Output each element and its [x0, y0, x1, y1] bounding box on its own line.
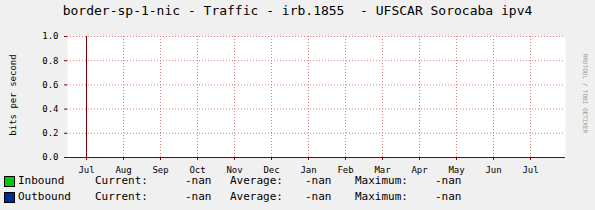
html-text:-nan: -nan	[305, 190, 332, 203]
svg-text:Jan: Jan	[300, 165, 316, 175]
html-text:bits per second: bits per second	[8, 54, 18, 136]
svg-text:Mar: Mar	[374, 165, 391, 175]
svg-text:Feb: Feb	[337, 165, 353, 175]
html-text:Maximum:: Maximum:	[355, 190, 408, 203]
svg-text:1.0: 1.0	[42, 31, 58, 41]
html-text:Average:: Average:	[230, 190, 283, 203]
html-text:-nan: -nan	[185, 190, 212, 203]
svg-text:Oct: Oct	[189, 165, 205, 175]
svg-text:0.4: 0.4	[42, 104, 58, 114]
svg-text:Jul: Jul	[522, 165, 538, 175]
svg-text:Aug: Aug	[115, 165, 131, 175]
html-text:Current:: Current:	[95, 190, 148, 203]
svg-text:0.8: 0.8	[42, 56, 58, 66]
html-text:Current:: Current:	[95, 174, 148, 187]
html-text:RRDTOOL / TOBI OETIKER: RRDTOOL / TOBI OETIKER	[581, 53, 589, 134]
html-text:border-sp-1-nic - Traffic - ir: border-sp-1-nic - Traffic - irb.1855 - U…	[62, 3, 533, 18]
svg-text:Jun: Jun	[485, 165, 501, 175]
html-text:-nan: -nan	[185, 174, 212, 187]
html-text:-nan: -nan	[305, 174, 332, 187]
html-text:-nan: -nan	[435, 190, 462, 203]
svg-text:Dec: Dec	[263, 165, 279, 175]
svg-text:0.2: 0.2	[42, 128, 58, 138]
html-text:Outbound: Outbound	[18, 190, 71, 203]
svg-text:Jul: Jul	[78, 165, 94, 175]
svg-text:Sep: Sep	[152, 165, 168, 175]
svg-text:0.6: 0.6	[42, 80, 58, 90]
svg-text:May: May	[448, 165, 465, 175]
svg-text:Apr: Apr	[411, 165, 428, 175]
svg-text:Nov: Nov	[226, 165, 242, 175]
html-text:Inbound: Inbound	[18, 174, 65, 187]
html-text:-nan: -nan	[435, 174, 462, 187]
html-text:Maximum:: Maximum:	[355, 174, 408, 187]
html-text:Average:: Average:	[230, 174, 283, 187]
svg-text:0.0: 0.0	[42, 152, 58, 162]
